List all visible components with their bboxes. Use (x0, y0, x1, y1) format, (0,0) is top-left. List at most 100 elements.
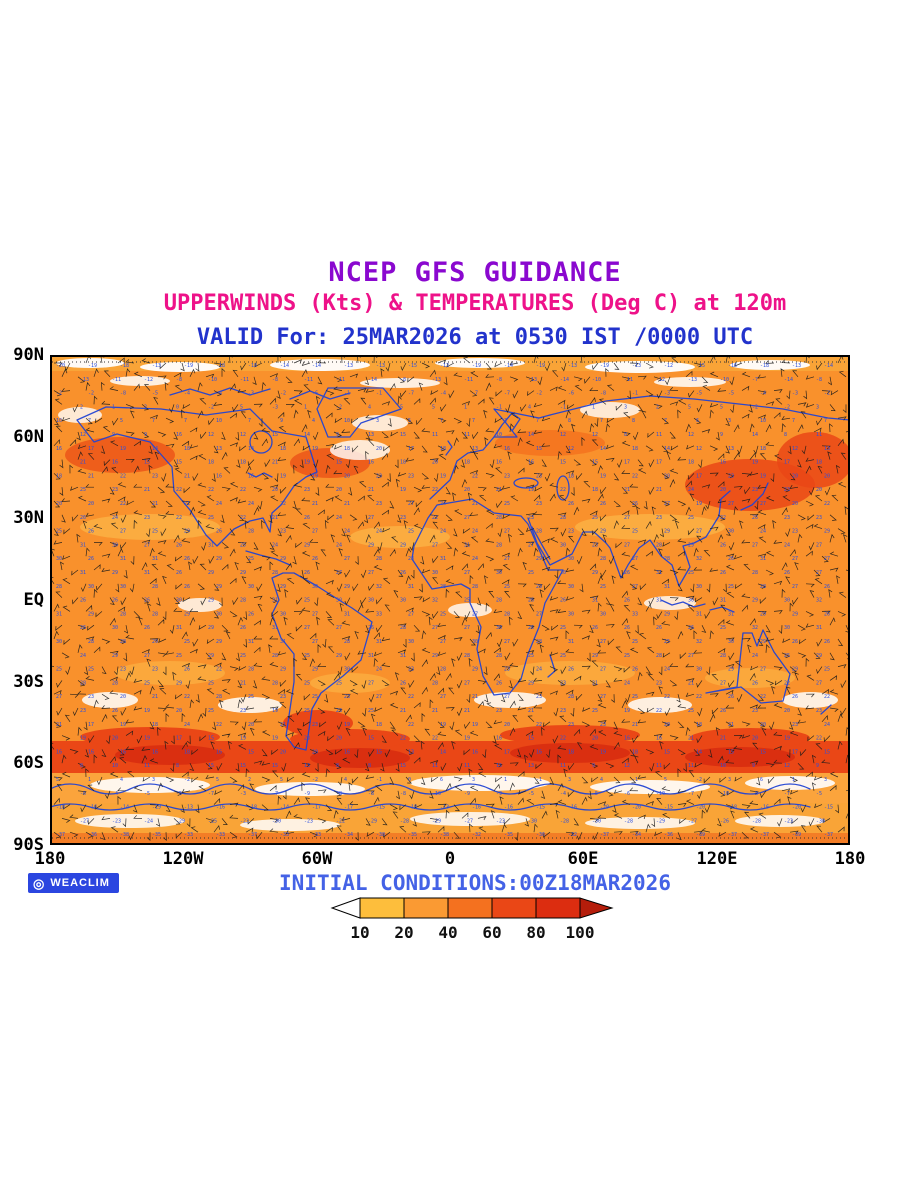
svg-text:16: 16 (88, 749, 94, 755)
svg-text:24: 24 (440, 529, 446, 535)
svg-text:20: 20 (376, 446, 382, 452)
svg-text:29: 29 (536, 584, 542, 590)
svg-text:31: 31 (408, 584, 414, 590)
svg-text:21: 21 (432, 708, 438, 714)
svg-text:23: 23 (568, 722, 574, 728)
svg-text:11: 11 (144, 763, 150, 769)
svg-text:30: 30 (56, 556, 62, 562)
svg-text:19: 19 (120, 446, 126, 452)
svg-text:24: 24 (536, 667, 542, 673)
svg-text:23: 23 (504, 473, 510, 479)
svg-text:7: 7 (152, 418, 155, 424)
svg-text:25: 25 (592, 708, 598, 714)
svg-text:-10: -10 (656, 791, 665, 797)
svg-text:16: 16 (344, 749, 350, 755)
svg-text:30: 30 (560, 542, 566, 548)
weaclim-logo-icon: ◎ (33, 875, 46, 891)
svg-text:7: 7 (184, 418, 187, 424)
svg-text:22: 22 (176, 515, 182, 521)
svg-text:27: 27 (144, 542, 150, 548)
svg-text:29: 29 (184, 611, 190, 617)
svg-text:29: 29 (112, 570, 118, 576)
svg-text:21: 21 (144, 487, 150, 493)
svg-text:-6: -6 (568, 391, 574, 397)
svg-text:29: 29 (280, 667, 286, 673)
svg-text:-20: -20 (696, 805, 705, 811)
svg-text:-12: -12 (656, 377, 665, 383)
svg-text:31: 31 (272, 625, 278, 631)
svg-text:8: 8 (368, 763, 371, 769)
svg-text:26: 26 (528, 625, 534, 631)
svg-text:-2: -2 (208, 404, 214, 410)
svg-text:14: 14 (528, 432, 534, 438)
svg-text:23: 23 (752, 487, 758, 493)
svg-text:16: 16 (528, 460, 534, 466)
svg-text:19: 19 (624, 708, 630, 714)
svg-text:29: 29 (152, 639, 158, 645)
svg-text:24: 24 (184, 722, 190, 728)
svg-text:20: 20 (592, 736, 598, 742)
svg-text:18: 18 (440, 446, 446, 452)
svg-text:26: 26 (240, 625, 246, 631)
colorbar-cell (447, 897, 493, 919)
svg-text:29: 29 (400, 542, 406, 548)
svg-text:31: 31 (56, 611, 62, 617)
svg-text:9: 9 (144, 432, 147, 438)
svg-text:24: 24 (784, 542, 790, 548)
svg-text:27: 27 (816, 680, 822, 686)
svg-text:21: 21 (728, 722, 734, 728)
svg-text:25: 25 (240, 542, 246, 548)
svg-text:1: 1 (592, 404, 595, 410)
svg-text:27: 27 (632, 584, 638, 590)
svg-text:13: 13 (304, 763, 310, 769)
svg-text:-18: -18 (408, 805, 417, 811)
svg-text:25: 25 (688, 708, 694, 714)
svg-text:14: 14 (600, 446, 606, 452)
svg-text:-19: -19 (472, 363, 481, 369)
svg-text:28: 28 (720, 653, 726, 659)
svg-text:13: 13 (824, 446, 830, 452)
svg-text:29: 29 (792, 611, 798, 617)
valid-time-line: VALID For: 25MAR2026 at 0530 IST /0000 U… (196, 325, 754, 350)
svg-text:4: 4 (368, 404, 371, 410)
svg-text:22: 22 (184, 694, 190, 700)
svg-text:31: 31 (80, 570, 86, 576)
svg-text:12: 12 (80, 432, 86, 438)
svg-text:-15: -15 (824, 805, 833, 811)
svg-text:-27: -27 (80, 818, 89, 824)
svg-text:25: 25 (632, 529, 638, 535)
svg-text:24: 24 (688, 487, 694, 493)
svg-text:-38: -38 (440, 832, 449, 838)
svg-text:27: 27 (728, 501, 734, 507)
svg-text:-5: -5 (144, 791, 150, 797)
svg-text:-4: -4 (760, 391, 766, 397)
svg-text:5: 5 (120, 418, 123, 424)
svg-text:17: 17 (88, 722, 94, 728)
svg-text:22: 22 (696, 694, 702, 700)
svg-text:-8: -8 (816, 377, 822, 383)
svg-text:22: 22 (760, 694, 766, 700)
svg-text:-32: -32 (472, 832, 481, 838)
svg-text:22: 22 (432, 487, 438, 493)
svg-text:13: 13 (408, 749, 414, 755)
y-axis-label: 60N (13, 427, 44, 447)
svg-text:28: 28 (656, 653, 662, 659)
svg-text:21: 21 (312, 501, 318, 507)
svg-text:19: 19 (120, 722, 126, 728)
x-axis-label: 180 (34, 849, 66, 869)
svg-text:-16: -16 (760, 805, 769, 811)
svg-text:-9: -9 (464, 791, 470, 797)
temperature-values: -20 -19 -18 -13 -19 -18 -18 -14 -14 -13 -13 -15 -12-… (56, 363, 850, 838)
svg-text:25: 25 (304, 598, 310, 604)
svg-text:29: 29 (728, 667, 734, 673)
svg-text:15: 15 (664, 749, 670, 755)
svg-text:23: 23 (536, 501, 542, 507)
svg-text:23: 23 (88, 694, 94, 700)
svg-text:-17: -17 (344, 805, 353, 811)
svg-text:20: 20 (664, 722, 670, 728)
svg-text:22: 22 (816, 736, 822, 742)
svg-text:25: 25 (208, 515, 214, 521)
svg-text:-37: -37 (728, 832, 737, 838)
svg-text:26: 26 (568, 501, 574, 507)
svg-text:26: 26 (792, 694, 798, 700)
